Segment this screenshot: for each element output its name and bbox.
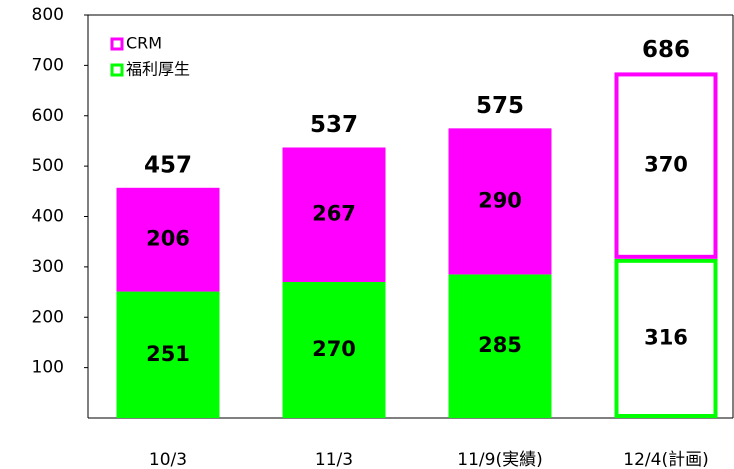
- segment-label: 370: [644, 153, 688, 177]
- segment-label: 270: [312, 337, 356, 361]
- bar-segment: [116, 291, 220, 418]
- y-tick-label: 200: [32, 307, 64, 327]
- y-tick-label: 500: [32, 156, 64, 176]
- bar-segment: [282, 281, 386, 418]
- y-tick-label: 700: [32, 55, 64, 75]
- bar-segment: [448, 128, 552, 275]
- bar-segment: [448, 274, 552, 418]
- legend-box: [104, 30, 240, 90]
- legend-label: 福利厚生: [126, 60, 190, 79]
- legend-marker: [110, 37, 124, 51]
- y-tick-label: 300: [32, 257, 64, 277]
- segment-label: 290: [478, 188, 522, 212]
- y-tick-label: 600: [32, 106, 64, 126]
- bar-segment: [282, 147, 386, 282]
- total-label: 457: [144, 152, 192, 178]
- total-label: 575: [476, 93, 524, 119]
- total-label: 686: [642, 37, 690, 63]
- legend-marker: [110, 63, 124, 77]
- segment-label: 206: [146, 227, 190, 251]
- bar-segment: [614, 258, 718, 418]
- segment-label: 316: [644, 325, 688, 349]
- bar-segment: [614, 72, 718, 259]
- y-tick-label: 100: [32, 358, 64, 378]
- segment-label: 285: [478, 333, 522, 357]
- x-tick-label: 11/3: [315, 450, 353, 469]
- x-tick-label: 10/3: [149, 450, 187, 469]
- total-label: 537: [310, 112, 358, 138]
- y-tick-label: 800: [32, 5, 64, 25]
- segment-label: 251: [146, 342, 190, 366]
- x-tick-label: 11/9(実績): [457, 450, 542, 469]
- segment-label: 267: [312, 202, 356, 226]
- legend-label: CRM: [126, 34, 162, 53]
- bar-segment: [116, 187, 220, 292]
- y-tick-label: 400: [32, 207, 64, 227]
- x-tick-label: 12/4(計画): [623, 450, 708, 469]
